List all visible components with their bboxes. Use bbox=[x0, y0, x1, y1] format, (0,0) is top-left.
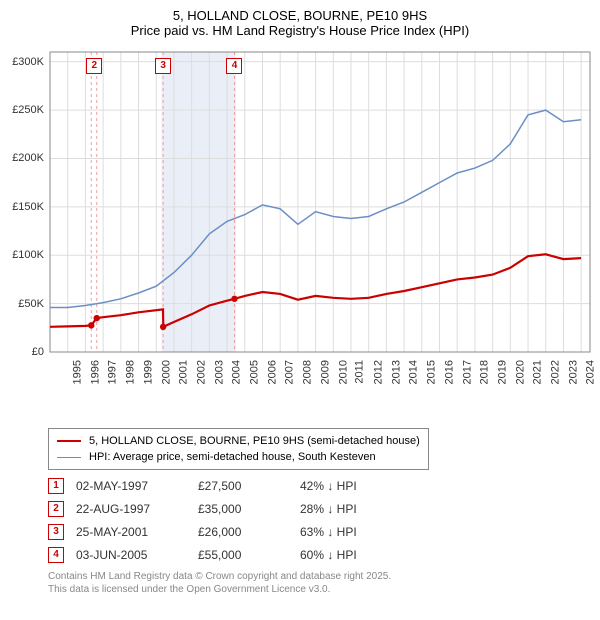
y-tick-label: £150K bbox=[12, 201, 44, 213]
y-tick-label: £250K bbox=[12, 104, 44, 116]
chart: £0 £50K £100K £150K £200K £250K £300K 1995 1996 1… bbox=[0, 42, 600, 422]
x-tick-label: 2002 bbox=[195, 360, 207, 384]
x-tick-label: 2006 bbox=[266, 360, 278, 384]
table-row: 4 03-JUN-2005£55,00060% ↓ HPI bbox=[48, 543, 369, 566]
x-tick-label: 2011 bbox=[354, 360, 366, 384]
title-line2: Price paid vs. HM Land Registry's House … bbox=[0, 23, 600, 38]
x-tick-label: 2015 bbox=[426, 360, 438, 384]
x-tick-label: 2020 bbox=[514, 360, 526, 384]
x-tick-label: 2001 bbox=[178, 360, 190, 384]
tx-delta: 42% ↓ HPI bbox=[300, 474, 369, 497]
tx-marker: 1 bbox=[48, 478, 64, 494]
tx-date: 02-MAY-1997 bbox=[76, 474, 198, 497]
tx-delta: 63% ↓ HPI bbox=[300, 520, 369, 543]
chart-marker: 3 bbox=[155, 58, 171, 74]
x-tick-label: 2019 bbox=[496, 360, 508, 384]
tx-date: 25-MAY-2001 bbox=[76, 520, 198, 543]
y-tick-label: £0 bbox=[32, 346, 44, 358]
tx-marker: 4 bbox=[48, 547, 64, 563]
tx-price: £35,000 bbox=[198, 497, 300, 520]
x-tick-label: 2009 bbox=[319, 360, 331, 384]
tx-price: £26,000 bbox=[198, 520, 300, 543]
y-tick-label: £300K bbox=[12, 56, 44, 68]
license: Contains HM Land Registry data © Crown c… bbox=[48, 570, 590, 596]
y-tick-label: £50K bbox=[18, 298, 44, 310]
legend-swatch-blue bbox=[57, 457, 81, 458]
x-tick-label: 2012 bbox=[372, 360, 384, 384]
chart-marker: 4 bbox=[226, 58, 242, 74]
tx-date: 22-AUG-1997 bbox=[76, 497, 198, 520]
x-tick-label: 1995 bbox=[71, 360, 83, 384]
x-tick-label: 1996 bbox=[89, 360, 101, 384]
legend: 5, HOLLAND CLOSE, BOURNE, PE10 9HS (semi… bbox=[48, 428, 429, 470]
tx-price: £27,500 bbox=[198, 474, 300, 497]
y-tick-label: £100K bbox=[12, 249, 44, 261]
x-tick-label: 2013 bbox=[390, 360, 402, 384]
x-tick-label: 2000 bbox=[160, 360, 172, 384]
x-tick-label: 2007 bbox=[284, 360, 296, 384]
legend-row-hpi: HPI: Average price, semi-detached house,… bbox=[57, 449, 420, 465]
page: 5, HOLLAND CLOSE, BOURNE, PE10 9HS Price… bbox=[0, 0, 600, 596]
x-tick-label: 2021 bbox=[532, 360, 544, 384]
legend-swatch-red bbox=[57, 440, 81, 442]
tx-delta: 28% ↓ HPI bbox=[300, 497, 369, 520]
tx-date: 03-JUN-2005 bbox=[76, 543, 198, 566]
x-tick-label: 2008 bbox=[302, 360, 314, 384]
x-tick-label: 2005 bbox=[249, 360, 261, 384]
legend-label-price: 5, HOLLAND CLOSE, BOURNE, PE10 9HS (semi… bbox=[89, 433, 420, 449]
title-block: 5, HOLLAND CLOSE, BOURNE, PE10 9HS Price… bbox=[0, 0, 600, 42]
tx-delta: 60% ↓ HPI bbox=[300, 543, 369, 566]
chart-svg bbox=[0, 42, 600, 382]
x-tick-label: 1997 bbox=[107, 360, 119, 384]
x-tick-label: 2024 bbox=[585, 360, 597, 384]
x-tick-label: 2018 bbox=[479, 360, 491, 384]
chart-marker: 2 bbox=[86, 58, 102, 74]
table-row: 1 02-MAY-1997£27,50042% ↓ HPI bbox=[48, 474, 369, 497]
license-line2: This data is licensed under the Open Gov… bbox=[48, 583, 590, 596]
tx-price: £55,000 bbox=[198, 543, 300, 566]
x-tick-label: 1999 bbox=[142, 360, 154, 384]
title-line1: 5, HOLLAND CLOSE, BOURNE, PE10 9HS bbox=[0, 8, 600, 23]
x-tick-label: 2017 bbox=[461, 360, 473, 384]
x-tick-label: 2004 bbox=[231, 360, 243, 384]
y-tick-label: £200K bbox=[12, 152, 44, 164]
transactions-table: 1 02-MAY-1997£27,50042% ↓ HPI 2 22-AUG-1997… bbox=[48, 474, 369, 566]
legend-row-price: 5, HOLLAND CLOSE, BOURNE, PE10 9HS (semi… bbox=[57, 433, 420, 449]
x-tick-label: 2016 bbox=[443, 360, 455, 384]
x-tick-label: 2014 bbox=[408, 360, 420, 384]
x-tick-label: 2010 bbox=[337, 360, 349, 384]
tx-marker: 2 bbox=[48, 501, 64, 517]
legend-label-hpi: HPI: Average price, semi-detached house,… bbox=[89, 449, 376, 465]
tx-marker: 3 bbox=[48, 524, 64, 540]
x-tick-label: 1998 bbox=[125, 360, 137, 384]
license-line1: Contains HM Land Registry data © Crown c… bbox=[48, 570, 590, 583]
x-tick-label: 2022 bbox=[550, 360, 562, 384]
table-row: 3 25-MAY-2001£26,00063% ↓ HPI bbox=[48, 520, 369, 543]
x-tick-label: 2023 bbox=[567, 360, 579, 384]
table-row: 2 22-AUG-1997£35,00028% ↓ HPI bbox=[48, 497, 369, 520]
x-tick-label: 2003 bbox=[213, 360, 225, 384]
